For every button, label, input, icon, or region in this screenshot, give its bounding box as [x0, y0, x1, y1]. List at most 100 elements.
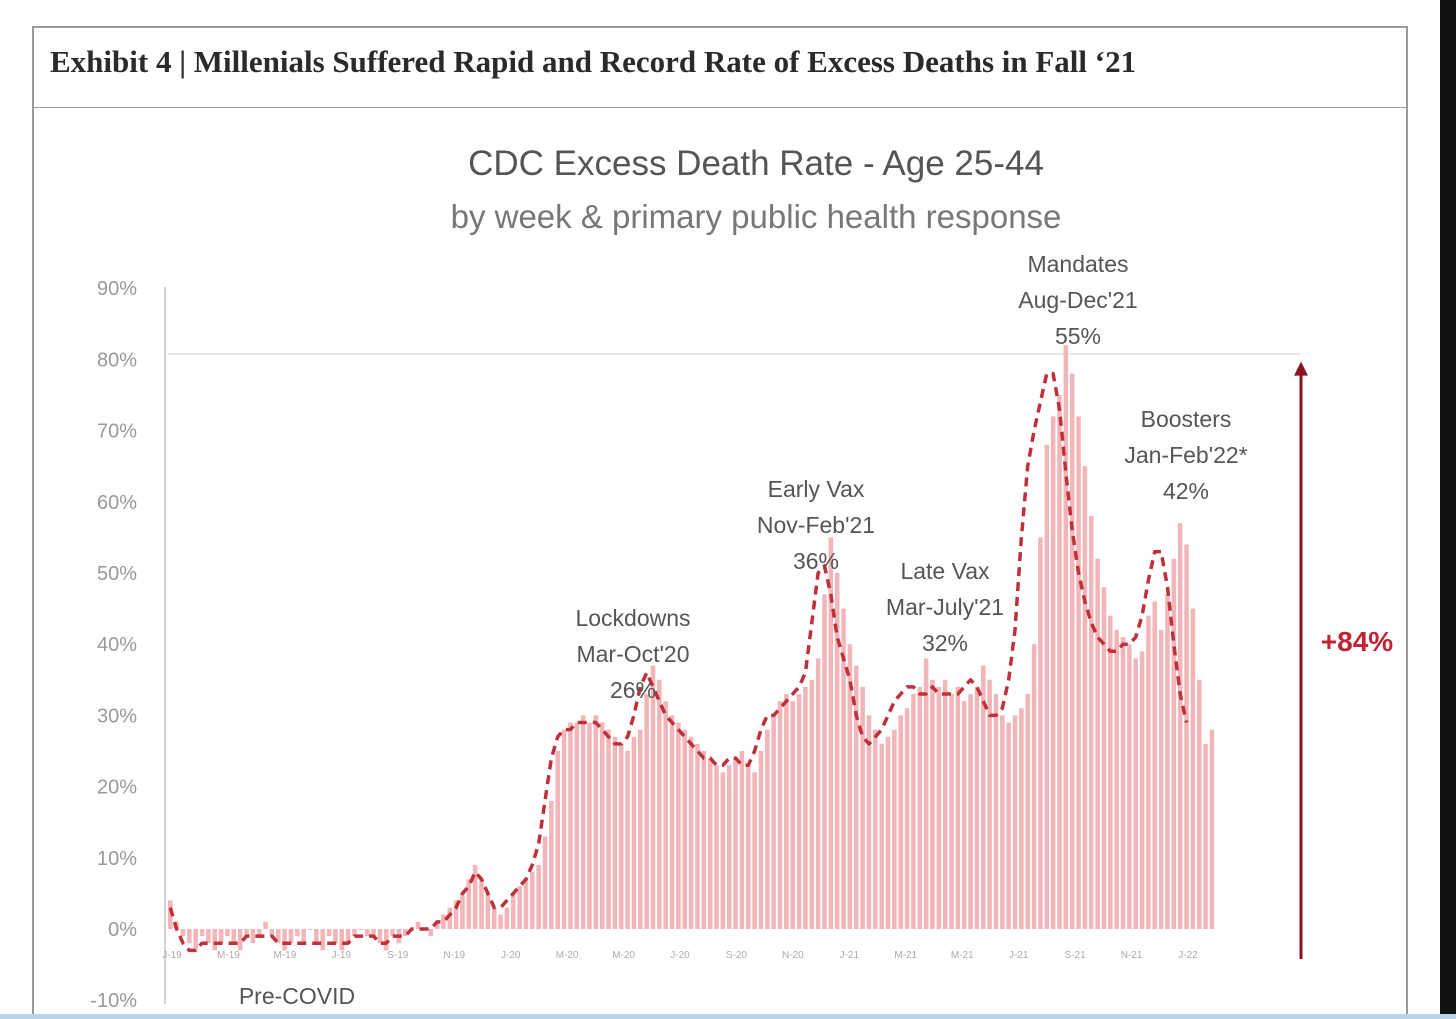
bar [1190, 608, 1196, 929]
bar [809, 679, 815, 929]
callout-arrow-head [1294, 361, 1308, 376]
annotation-text: Pre-COVID [239, 983, 355, 1009]
bar [1133, 658, 1138, 929]
annotation-text: Boosters [1141, 406, 1232, 432]
bar [1038, 537, 1043, 929]
bar [574, 722, 580, 929]
x-tick-label: J-22 [1178, 950, 1198, 961]
bar [733, 758, 738, 929]
x-tick-label: J-19 [162, 950, 182, 961]
bar [625, 751, 630, 929]
x-tick-label: M-21 [951, 950, 974, 961]
bar [485, 893, 491, 929]
bar [618, 743, 624, 929]
bar [358, 929, 364, 930]
bar [771, 715, 776, 929]
bar [206, 929, 211, 944]
bar [1088, 516, 1094, 929]
bar [1139, 651, 1145, 929]
bar [1203, 743, 1208, 929]
x-tick-label: M-20 [612, 950, 635, 961]
bar [568, 722, 573, 929]
bar [758, 751, 764, 929]
bar [187, 929, 192, 944]
bar [428, 929, 433, 937]
bar [1184, 544, 1189, 929]
bar [371, 929, 376, 937]
bar [828, 537, 834, 929]
bar [873, 729, 878, 929]
x-tick-label: S-19 [387, 950, 409, 961]
bar [295, 929, 300, 937]
annotation-text: Nov-Feb'21 [757, 512, 875, 538]
bar [453, 900, 459, 929]
bar [193, 929, 198, 951]
exhibit-title: Exhibit 4 | Millenials Suffered Rapid an… [50, 44, 1137, 79]
bar [599, 722, 605, 929]
bar [923, 658, 929, 929]
bar [682, 729, 688, 929]
y-tick-label: 60% [97, 492, 137, 514]
bar [917, 686, 923, 929]
y-tick-label: 70% [97, 421, 137, 443]
bar [472, 864, 478, 929]
bar [587, 722, 592, 929]
annotation: Mandates Aug-Dec'21 55% [1018, 251, 1137, 349]
bar [288, 929, 294, 944]
bar [1019, 708, 1024, 929]
annotation-text: 26% [610, 677, 656, 703]
bar [847, 644, 853, 929]
y-tick-label: 0% [108, 919, 137, 941]
y-tick-label: -10% [90, 990, 137, 1012]
bar [993, 694, 999, 929]
x-tick-label: S-21 [1065, 950, 1087, 961]
bar [688, 736, 694, 929]
bar [930, 679, 935, 929]
bar [218, 929, 224, 944]
x-tick-label: J-20 [501, 950, 521, 961]
bar [841, 608, 846, 929]
bar [669, 715, 675, 929]
bar [853, 665, 859, 929]
annotation-text: Aug-Dec'21 [1018, 287, 1137, 313]
bar [739, 751, 745, 929]
bar [714, 765, 719, 929]
annotation-text: 42% [1163, 478, 1209, 504]
bar [491, 907, 497, 929]
y-tick-label: 50% [97, 563, 137, 585]
bar [1209, 729, 1215, 929]
bar [1050, 416, 1056, 929]
annotation: Lockdowns Mar-Oct'20 26% [575, 605, 690, 703]
bar [650, 665, 656, 929]
bar [1171, 558, 1177, 929]
x-tick-label: J-19 [332, 950, 352, 961]
bar [961, 701, 967, 929]
bar [790, 701, 796, 929]
bar [180, 929, 186, 937]
bar [225, 929, 230, 937]
bar [949, 694, 954, 929]
bar [352, 929, 357, 937]
annotation-text: 55% [1055, 323, 1101, 349]
bar [212, 929, 218, 951]
bar [434, 921, 440, 929]
exhibit-header: Exhibit 4 | Millenials Suffered Rapid an… [32, 26, 1408, 108]
bar [301, 929, 306, 944]
bar [383, 929, 389, 951]
bar [256, 929, 262, 937]
bar [549, 800, 554, 929]
bar [631, 736, 637, 929]
bar [441, 914, 446, 929]
bar [1095, 558, 1100, 929]
bar [1177, 523, 1183, 929]
x-tick-label: S-20 [726, 950, 748, 961]
y-tick-label: 30% [97, 705, 137, 727]
bar [466, 879, 472, 929]
callout-label: +84% [1321, 626, 1393, 657]
bar [638, 729, 643, 929]
x-tick-label: M-19 [273, 950, 296, 961]
bar [1158, 629, 1164, 929]
bar [250, 929, 256, 944]
chart-subtitle: by week & primary public health response [451, 198, 1062, 235]
chart-title: CDC Excess Death Rate - Age 25-44 [468, 144, 1044, 183]
